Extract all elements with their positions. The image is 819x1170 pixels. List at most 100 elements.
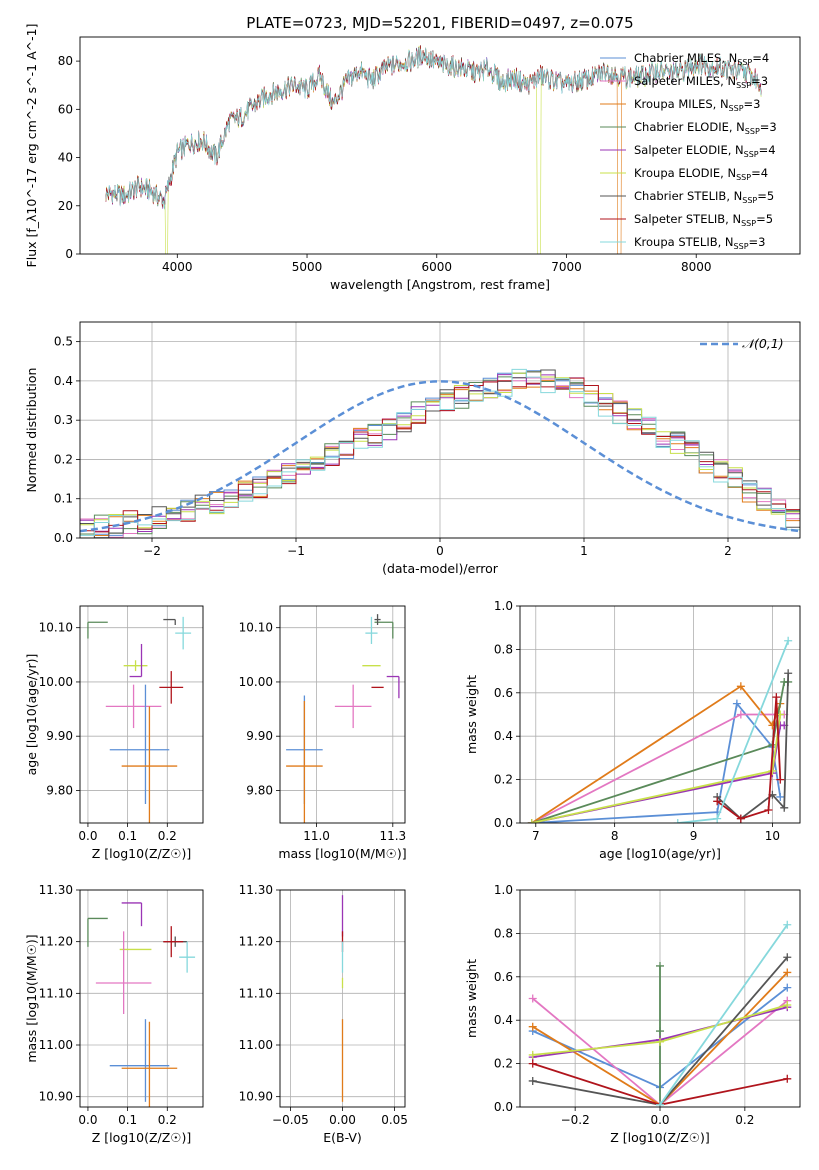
x-axis-label: mass [log10(M/M☉)] xyxy=(278,846,406,861)
x-tick-label: 2 xyxy=(724,544,732,558)
y-tick-label: 0.8 xyxy=(494,642,513,656)
weight-marker xyxy=(783,1001,792,1010)
error-bar-point xyxy=(95,931,152,1014)
x-axis-label: E(B-V) xyxy=(323,1130,362,1145)
y-tick-label: 1.0 xyxy=(494,883,513,897)
axes-frame xyxy=(79,889,204,1108)
error-bar-point xyxy=(163,618,176,625)
y-tick-label: 11.20 xyxy=(39,935,73,949)
mass-weight-vs-Z-panel: −0.2 0.0 0.2 0.0 0.2 0.4 0.6 0.8 1.0 Z [log10(Z/Z… xyxy=(464,883,801,1145)
error-bar-point xyxy=(365,616,378,644)
y-tick-label: 11.30 xyxy=(39,883,73,897)
x-tick-label: −0.2 xyxy=(561,1113,590,1127)
x-tick-label: 8 xyxy=(611,829,619,843)
legend-entry: Salpeter STELIB, NSSP=5 xyxy=(634,212,773,228)
x-tick-label: 0.2 xyxy=(158,829,177,843)
error-bar-point xyxy=(109,1019,170,1102)
weight-marker xyxy=(736,710,745,719)
y-tick-label: 10.90 xyxy=(239,1090,273,1104)
axes-frame xyxy=(519,889,801,1108)
weight-marker xyxy=(528,1076,537,1085)
x-tick-label: 0 xyxy=(436,544,444,558)
axes-frame xyxy=(79,321,801,539)
plot-area xyxy=(80,368,800,538)
weight-marker xyxy=(673,819,682,823)
axes-frame xyxy=(79,36,801,255)
y-tick-label: 0.4 xyxy=(54,374,73,388)
x-tick-label: 0.2 xyxy=(158,1113,177,1127)
y-tick-label: 60 xyxy=(58,102,73,116)
mass-vs-Z-panel: 0.0 0.1 0.2 10.90 11.00 11.10 11.20 11.30 Z [log… xyxy=(24,883,204,1145)
error-bar-point xyxy=(175,616,192,650)
y-tick-label: 9.90 xyxy=(246,729,273,743)
y-axis-label: Flux [f_λ10^-17 erg cm^-2 s^-1 A^-1] xyxy=(24,24,39,268)
error-bar-point xyxy=(129,643,143,678)
y-tick-label: 0.6 xyxy=(494,686,513,700)
x-tick-label: 0.1 xyxy=(118,829,137,843)
y-axis-label: Normed distribution xyxy=(24,368,39,493)
y-tick-label: 0.3 xyxy=(54,413,73,427)
error-bar-point xyxy=(121,706,178,823)
legend-entry: Salpeter ELODIE, NSSP=4 xyxy=(634,143,776,159)
plot-area xyxy=(527,636,793,823)
weight-marker xyxy=(783,1074,792,1083)
weight-marker xyxy=(527,819,536,823)
y-tick-label: 11.00 xyxy=(39,1038,73,1052)
weight-marker xyxy=(783,953,792,962)
x-tick-label: −0.05 xyxy=(272,1113,309,1127)
x-axis-label: Z [log10(Z/Z☉)] xyxy=(92,846,192,861)
weight-marker xyxy=(784,636,793,645)
weight-line-chabrier-elodie xyxy=(531,681,789,823)
plot-area xyxy=(87,902,196,1107)
y-tick-label: 0.1 xyxy=(54,492,73,506)
legend-entry: Kroupa ELODIE, NSSP=4 xyxy=(634,166,768,182)
axes-frame xyxy=(519,605,801,824)
y-axis-label: age [log10(age/yr)] xyxy=(24,654,39,776)
x-tick-label: 11.3 xyxy=(379,829,406,843)
weight-marker xyxy=(768,766,777,775)
legend-entry: Kroupa STELIB, NSSP=3 xyxy=(634,235,765,251)
weight-marker xyxy=(528,994,537,1003)
weight-marker xyxy=(528,1050,537,1059)
y-tick-label: 10.90 xyxy=(39,1090,73,1104)
legend-entry: Chabrier MILES, NSSP=4 xyxy=(634,51,769,67)
error-bar-point xyxy=(286,700,323,823)
weight-marker xyxy=(783,983,792,992)
y-tick-label: 11.30 xyxy=(239,883,273,897)
x-tick-label: 6000 xyxy=(421,260,452,274)
legend-entry: Chabrier ELODIE, NSSP=3 xyxy=(634,120,777,136)
error-bar-point xyxy=(123,660,148,672)
x-tick-label: −1 xyxy=(287,544,305,558)
spectrum-line-kroupa-stelib xyxy=(105,47,762,210)
error-bar-point xyxy=(87,917,108,947)
y-tick-label: 10.10 xyxy=(39,621,73,635)
y-tick-label: 0.0 xyxy=(494,1100,513,1114)
error-bar-point xyxy=(121,1021,178,1107)
x-tick-label: 5000 xyxy=(292,260,323,274)
y-tick-label: 0.2 xyxy=(494,773,513,787)
y-tick-label: 0.8 xyxy=(494,926,513,940)
y-tick-label: 11.10 xyxy=(239,986,273,1000)
error-bar-point xyxy=(179,941,196,973)
y-tick-label: 10.00 xyxy=(39,675,73,689)
y-tick-label: 0.0 xyxy=(54,531,73,545)
x-tick-label: 0.0 xyxy=(78,829,97,843)
x-tick-label: 0.2 xyxy=(735,1113,754,1127)
x-tick-label: 0.0 xyxy=(650,1113,669,1127)
weight-marker xyxy=(736,814,745,823)
y-tick-label: 0.2 xyxy=(494,1057,513,1071)
y-axis-label: mass weight xyxy=(464,959,479,1038)
axes-frame xyxy=(279,605,406,824)
x-tick-label: 7 xyxy=(532,829,540,843)
residual-histogram-panel: −2 −1 0 1 2 0.0 0.1 0.2 0.3 0.4 0.5 (data-model)/er… xyxy=(24,321,801,576)
weight-marker xyxy=(528,1022,537,1031)
y-tick-label: 10.00 xyxy=(239,675,273,689)
weight-line-salpeter-miles xyxy=(531,713,785,823)
x-tick-label: 0.05 xyxy=(381,1113,408,1127)
plot-area xyxy=(87,616,192,823)
x-tick-label: 0.1 xyxy=(118,1113,137,1127)
weight-marker xyxy=(772,693,781,702)
y-tick-label: 11.00 xyxy=(239,1038,273,1052)
y-tick-label: 0.2 xyxy=(54,452,73,466)
